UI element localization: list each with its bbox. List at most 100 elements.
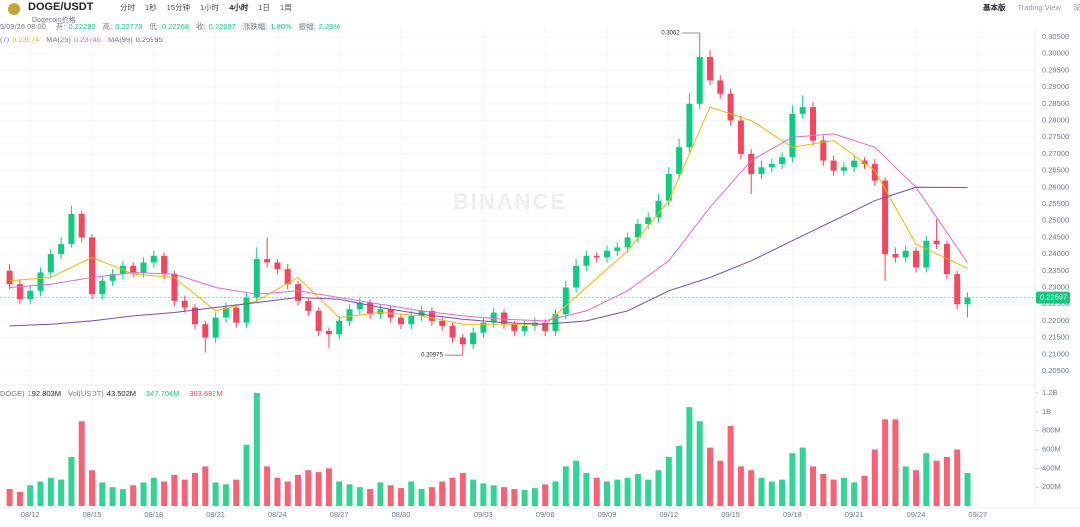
- view-tab[interactable]: Trading View: [1018, 3, 1062, 12]
- volume-bar: [439, 481, 446, 506]
- volume-bar: [676, 445, 683, 506]
- interval-tab[interactable]: 1日: [258, 3, 270, 12]
- volume-bar: [181, 479, 188, 506]
- interval-tab[interactable]: 1周: [280, 3, 292, 12]
- volume-bar: [902, 466, 909, 506]
- volume-bar: [325, 468, 332, 506]
- interval-tab[interactable]: 1小时: [200, 2, 220, 12]
- candle-body: [501, 312, 507, 325]
- high-marker: 0.3062: [661, 31, 680, 37]
- candle-body: [748, 153, 755, 174]
- candle-body: [871, 163, 878, 181]
- candle-body: [6, 270, 13, 285]
- x-tick-label: 09/09: [598, 510, 617, 519]
- candle-body: [295, 284, 301, 301]
- candle-body: [305, 300, 312, 311]
- candle-body: [861, 160, 868, 164]
- volume-bar: [305, 470, 312, 506]
- candle-body: [758, 167, 765, 174]
- y-tick-label: 0.28500: [1042, 99, 1069, 108]
- legend-value: 303.683M: [189, 389, 222, 398]
- volume-bar: [758, 477, 765, 506]
- candle-body: [593, 255, 600, 258]
- volume-bar: [511, 489, 518, 506]
- volume-bar: [161, 481, 168, 506]
- volume-bar: [89, 470, 95, 506]
- volume-bar: [840, 477, 847, 506]
- legend-value: 0.22697: [209, 22, 236, 31]
- view-tab[interactable]: 基本版: [982, 2, 1006, 12]
- candle-body: [768, 163, 775, 168]
- volume-bar: [37, 481, 44, 506]
- candle-body: [449, 325, 456, 338]
- volume-bar: [336, 481, 343, 506]
- volume-bar: [624, 477, 631, 506]
- volume-bar: [202, 466, 209, 506]
- volume-bar: [119, 489, 126, 506]
- x-tick-label: 08/15: [83, 510, 102, 519]
- last-price-label: 0.22697: [1040, 293, 1067, 302]
- y-tick-label: 0.28000: [1042, 115, 1069, 124]
- volume-bar: [140, 482, 147, 506]
- volume-bar: [892, 419, 899, 506]
- interval-tab[interactable]: 1秒: [145, 2, 157, 12]
- legend-value: 0.23574: [12, 35, 39, 44]
- candle-body: [27, 290, 34, 300]
- legend-label: 低:: [149, 21, 159, 31]
- candle-body: [583, 255, 590, 266]
- x-tick-label: 08/30: [392, 510, 411, 519]
- volume-bar: [913, 470, 919, 506]
- volume-bar: [501, 487, 507, 506]
- volume-bar: [583, 473, 590, 506]
- volume-bar: [923, 453, 930, 506]
- x-tick-label: 09/24: [907, 510, 926, 519]
- volume-bar: [449, 477, 456, 506]
- candle-body: [233, 307, 240, 323]
- volume-bar: [573, 460, 580, 506]
- candle-body: [377, 309, 384, 315]
- candle-body: [140, 262, 147, 273]
- candle-body: [665, 173, 672, 201]
- volume-bar: [830, 479, 837, 506]
- ma-line: [9, 186, 968, 327]
- candle-body: [109, 274, 116, 281]
- candle-body: [923, 240, 930, 268]
- candle-body: [676, 147, 683, 174]
- volume-bar: [768, 481, 775, 506]
- candle-body: [645, 217, 652, 225]
- volume-bar: [274, 477, 281, 506]
- candle-body: [181, 300, 188, 308]
- candle-body: [882, 180, 889, 255]
- candle-body: [68, 214, 75, 245]
- legend-value: 1.80%: [270, 22, 292, 31]
- volume-bar: [871, 449, 878, 506]
- candle-body: [707, 57, 713, 81]
- vol-tick-label: 400M: [1042, 463, 1061, 472]
- last-price-tag: [1036, 291, 1070, 304]
- candle-body: [222, 307, 229, 318]
- volume-bar: [233, 479, 240, 506]
- candle-body: [614, 247, 621, 251]
- view-tab[interactable]: 深度图: [1073, 2, 1080, 12]
- vol-tick-label: 600M: [1042, 444, 1061, 453]
- legend-value: 2.26%: [319, 22, 341, 31]
- ma-line: [9, 133, 968, 322]
- interval-tab[interactable]: 4小时: [229, 2, 249, 12]
- legend-label: Vol(USDT): [68, 389, 104, 398]
- volume-bar: [707, 447, 713, 506]
- x-tick-label: 09/06: [536, 510, 555, 519]
- volume-bar: [779, 479, 786, 506]
- candle-body: [696, 57, 703, 104]
- interval-tab[interactable]: 分时: [120, 2, 135, 12]
- legend-label: MA(25): [46, 35, 71, 44]
- volume-bar: [470, 479, 477, 506]
- legend-label: 收:: [196, 21, 206, 31]
- volume-bar: [243, 444, 250, 506]
- vol-tick-label: 200M: [1042, 482, 1061, 491]
- x-tick-label: 08/12: [21, 510, 40, 519]
- y-tick-label: 0.29000: [1042, 82, 1069, 91]
- candle-body: [212, 317, 219, 338]
- interval-tab[interactable]: 15分钟: [167, 2, 191, 12]
